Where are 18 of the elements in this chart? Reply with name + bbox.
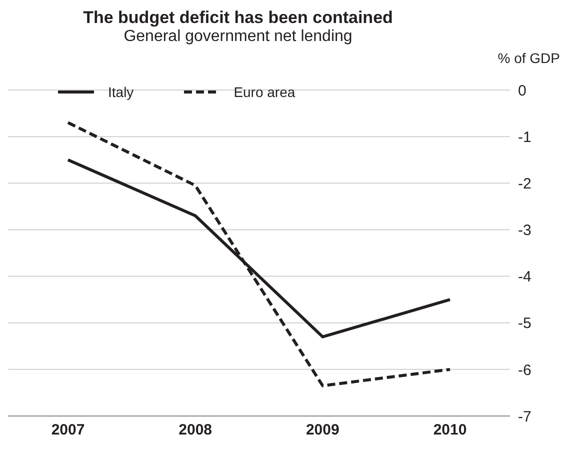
chart-title: The budget deficit has been contained: [82, 8, 394, 28]
y-tick-label: 0: [518, 82, 526, 100]
y-axis-title: % of GDP: [496, 50, 560, 66]
line-series: [66, 121, 452, 388]
legend-label: Italy: [108, 84, 134, 100]
x-tick-label: 2009: [306, 422, 340, 439]
y-tick-label: -7: [518, 408, 532, 426]
legend-label: Euro area: [234, 84, 296, 100]
y-tick-label: -4: [518, 268, 532, 286]
chart-subtitle: General government net lending: [122, 28, 354, 46]
y-tick-label: -6: [518, 362, 532, 379]
x-tick-label: 2007: [51, 422, 85, 439]
x-tick-label: 2008: [178, 422, 212, 439]
y-tick-label: -2: [518, 175, 532, 192]
x-tick-label: 2010: [433, 422, 467, 439]
y-tick-label: -3: [518, 222, 532, 240]
y-tick-label: -5: [518, 315, 532, 332]
y-tick-label: -1: [518, 128, 532, 146]
